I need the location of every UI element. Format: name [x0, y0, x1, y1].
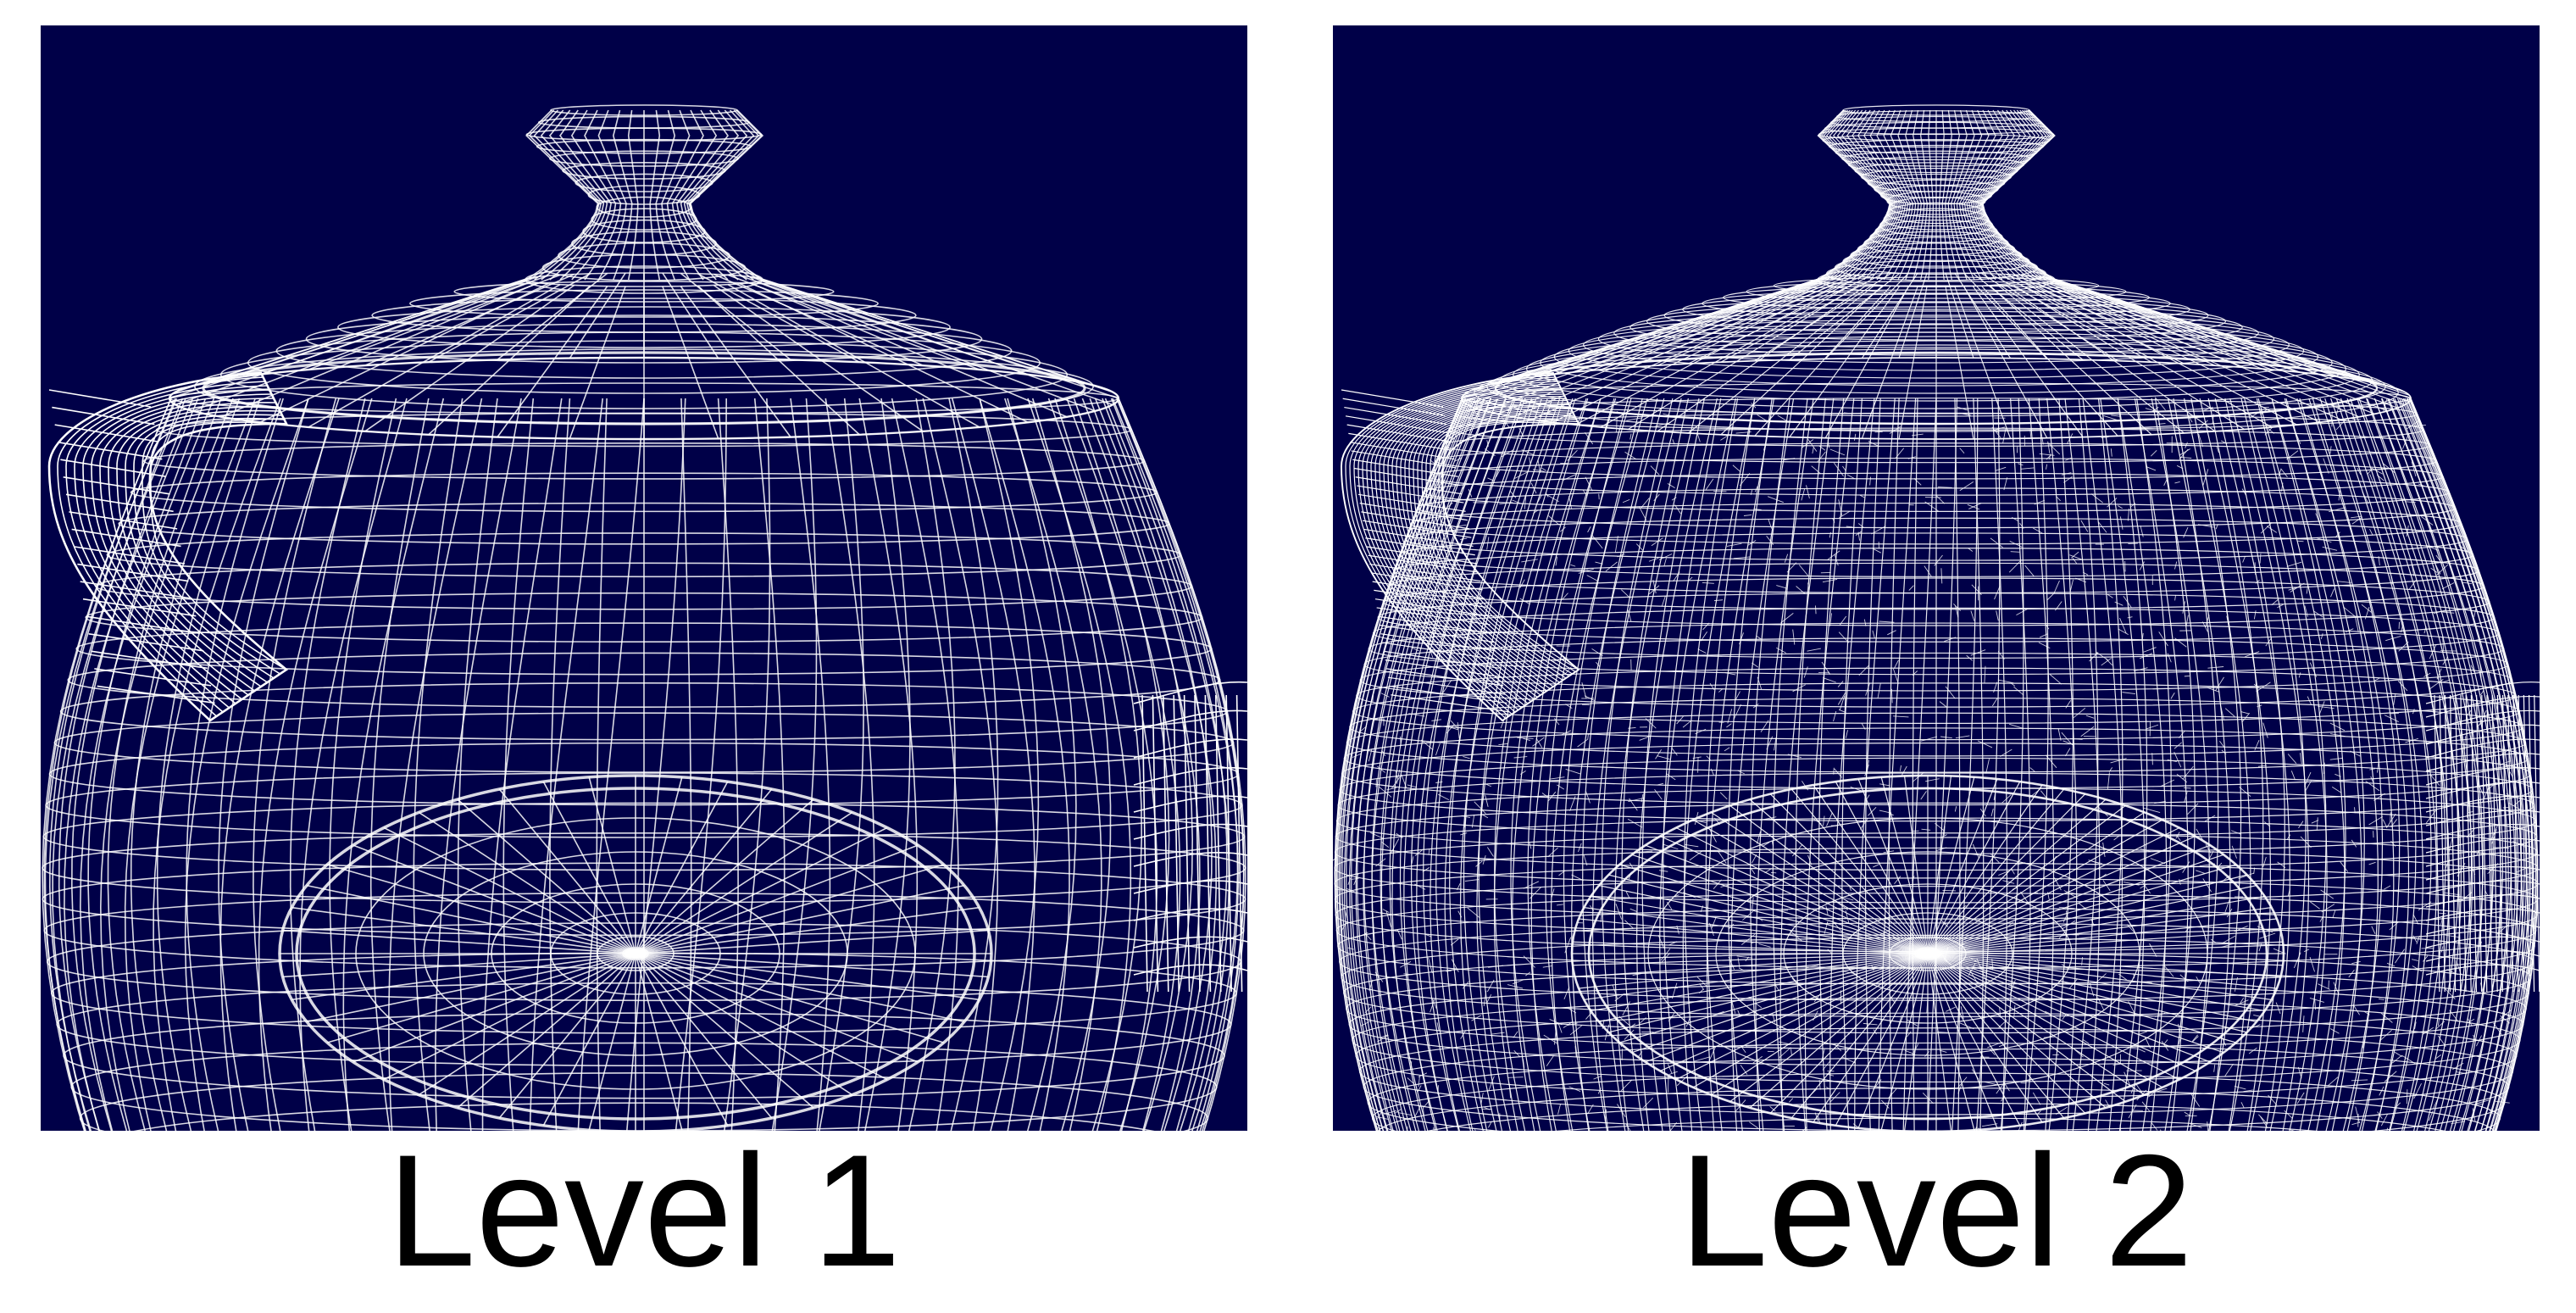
- wireframe-panel-level-1: [41, 25, 1247, 1131]
- teapot-wireframe-level-2: [1333, 104, 2540, 1131]
- wireframe-panel-level-2: [1333, 25, 2540, 1131]
- caption-level-2: Level 2: [1679, 1121, 2194, 1299]
- teapot-wireframe-level-1: [42, 104, 1247, 1131]
- caption-level-1: Level 1: [386, 1121, 902, 1299]
